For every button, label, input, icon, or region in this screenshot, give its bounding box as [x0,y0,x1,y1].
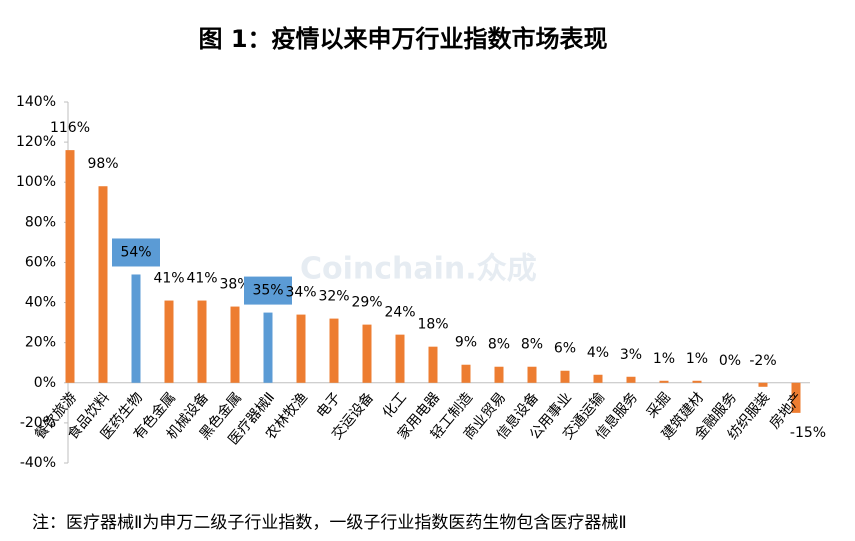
value-label: -15% [790,425,826,441]
bar [362,324,372,383]
bar [296,314,306,383]
bar [494,366,504,383]
bar [428,346,438,383]
bar [659,380,669,383]
value-label: 9% [455,335,477,351]
value-label: -2% [749,353,776,369]
bar [593,374,603,383]
bar [131,274,141,383]
y-tick-label: 120% [16,134,56,150]
value-label: 8% [488,337,510,353]
value-label: 8% [521,337,543,353]
y-tick-label: 140% [16,94,56,110]
bar [527,366,537,383]
bar [560,370,570,383]
footnote: 注：医疗器械Ⅱ为申万二级子行业指数，一级子行业指数医药生物包含医疗器械Ⅱ [32,513,627,533]
label-box [244,276,292,305]
bar [164,300,174,383]
value-label: 41% [186,271,217,287]
y-tick-label: 100% [16,174,56,190]
y-tick-label: 80% [25,214,56,230]
bar [791,382,801,413]
value-label: 116% [50,120,90,136]
value-label: 98% [87,156,118,172]
y-tick-label: -40% [20,455,56,471]
bar [98,186,108,383]
value-label: 34% [285,285,316,301]
y-tick-label: -20% [20,415,56,431]
value-label: 41% [153,271,184,287]
value-label: 1% [686,351,708,367]
y-tick-label: 0% [34,375,56,391]
bar [758,382,768,387]
chart-title: 图 1：疫情以来申万行业指数市场表现 [198,25,607,53]
y-tick-label: 40% [25,295,56,311]
value-label: 6% [554,341,576,357]
y-tick-label: 60% [25,254,56,270]
value-label: 32% [318,289,349,305]
value-label: 18% [417,317,448,333]
value-label: 35% [252,283,283,299]
bar [626,376,636,383]
value-label: 38% [219,277,250,293]
bar [230,306,240,383]
bar [329,318,339,383]
x-tick-label: 采掘 [644,390,674,422]
value-label: 3% [620,347,642,363]
bar [395,334,405,383]
x-tick-label: 化工 [380,390,410,422]
bar [263,312,273,383]
y-tick-label: 20% [25,335,56,351]
bar [65,150,75,383]
value-label: 4% [587,345,609,361]
value-label: 54% [120,244,151,260]
value-label: 1% [653,351,675,367]
watermark: Coinchain.众成 [300,252,537,287]
x-tick-label: 电子 [314,390,344,422]
value-label: 24% [384,305,415,321]
bar [197,300,207,383]
bar [692,380,702,383]
value-label: 29% [351,295,382,311]
value-label: 0% [719,353,741,369]
label-box [112,238,160,267]
bar [461,364,471,383]
